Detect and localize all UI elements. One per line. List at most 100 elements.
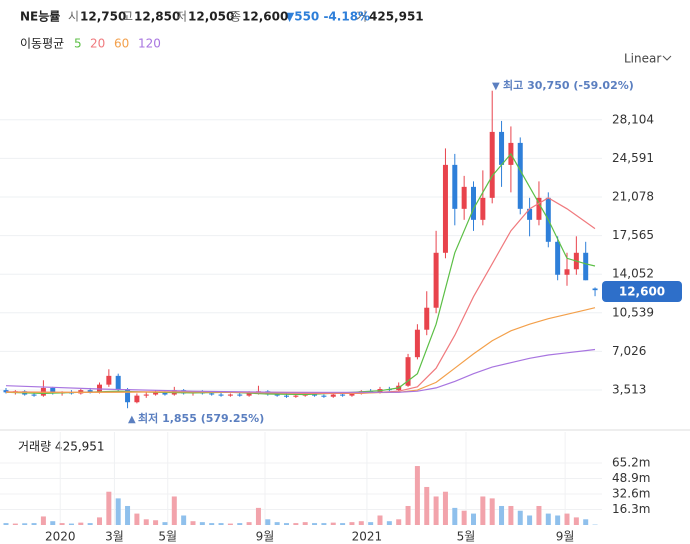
volume-bar — [442, 491, 448, 525]
candle-body — [330, 394, 336, 397]
candle-body — [517, 142, 523, 209]
volume-bar — [358, 521, 364, 525]
min-marker: ▲ — [128, 414, 136, 425]
volume-bar — [499, 505, 505, 525]
volume-bar — [508, 505, 514, 525]
volume-bar — [237, 523, 243, 525]
candle-body — [284, 395, 289, 397]
volume-bar — [302, 522, 308, 525]
candle-body — [227, 394, 233, 396]
ma-line — [5, 348, 596, 393]
header-label: 고 — [122, 10, 133, 24]
candle-body — [442, 164, 448, 253]
candle-body — [527, 208, 533, 220]
candle-body — [583, 252, 589, 281]
candle-body — [452, 164, 458, 209]
candle-body — [424, 307, 430, 330]
ma-legend: 60 — [114, 37, 129, 51]
x-tick-label: 3월 — [105, 530, 124, 544]
candle-body — [471, 186, 476, 220]
ma-line — [6, 307, 596, 394]
volume-bar — [31, 523, 37, 525]
y-tick-label: 17,565 — [612, 228, 654, 242]
y-tick-label: 10,539 — [612, 305, 654, 319]
candle-body — [209, 393, 215, 395]
volume-bar — [97, 517, 102, 525]
candle-body — [115, 375, 121, 390]
header-label: 종 — [230, 10, 241, 24]
x-tick-label: 5월 — [457, 530, 476, 544]
header-label: 시 — [68, 10, 79, 24]
candle-body — [555, 241, 561, 275]
x-tick-label: 2021 — [352, 530, 383, 544]
y2-tick-label: 16.3m — [612, 502, 650, 516]
scale-selector[interactable]: Linear — [624, 52, 661, 66]
volume-bar — [471, 513, 476, 525]
candle-body — [321, 395, 327, 397]
header-value: 12,600 — [242, 10, 288, 24]
volume-bar — [227, 523, 233, 525]
volume-bar — [22, 523, 28, 525]
candle-body — [125, 389, 131, 403]
min-annotation: 최저 1,855 (579.25%) — [138, 411, 264, 425]
volume-bar — [265, 519, 271, 525]
volume-bar — [125, 505, 131, 525]
volume-bar — [312, 523, 318, 525]
volume-bar — [218, 523, 224, 525]
volume-bar — [40, 516, 46, 525]
x-tick-label: 9월 — [556, 530, 575, 544]
volume-bar — [106, 491, 112, 525]
volume-bar — [59, 523, 65, 525]
candle-body — [461, 186, 467, 209]
candle-body — [489, 131, 495, 198]
candle-body — [50, 387, 56, 394]
volume-bar — [190, 521, 196, 525]
ma-label: 이동평균 — [20, 37, 64, 51]
candle-body — [499, 131, 505, 165]
volume-bar — [246, 522, 252, 525]
header-label: 저 — [176, 10, 187, 24]
volume-bar — [209, 523, 215, 525]
candle-body — [340, 394, 346, 396]
volume-title: 거래량 425,951 — [18, 440, 105, 454]
max-marker: ▼ — [492, 81, 500, 92]
volume-bar — [340, 523, 346, 525]
candle-body — [592, 288, 598, 291]
volume-bar — [536, 505, 542, 525]
volume-bar — [396, 519, 402, 525]
header-value: 12,750 — [80, 10, 126, 24]
volume-bar — [321, 523, 327, 525]
volume-bar — [274, 522, 280, 525]
candle-body — [312, 394, 318, 396]
candle-body — [134, 395, 140, 403]
volume-bar — [480, 496, 486, 525]
volume-bar — [78, 522, 84, 525]
volume-bar — [115, 498, 121, 525]
dropdown-arrow[interactable] — [662, 55, 672, 61]
volume-bar — [87, 523, 93, 525]
volume-bar — [349, 522, 355, 525]
volume-label: 거 — [356, 10, 367, 24]
candle-body — [414, 329, 420, 358]
stock-name: NE능률 — [20, 10, 60, 24]
candle-body — [293, 395, 299, 397]
candle-body — [153, 392, 159, 395]
volume-bar — [50, 521, 56, 525]
volume-bar — [255, 507, 261, 525]
candle-body — [536, 197, 542, 220]
candle-body — [237, 394, 243, 396]
y2-tick-label: 32.6m — [612, 487, 650, 501]
candle-body — [480, 197, 486, 220]
volume-bar — [583, 519, 589, 525]
ma-legend: 120 — [138, 37, 161, 51]
volume-bar — [377, 515, 383, 525]
volume-bar — [284, 523, 289, 525]
y-tick-label: 14,052 — [612, 267, 654, 281]
ma-legend: 5 — [74, 37, 82, 51]
volume-bar — [414, 466, 420, 525]
x-tick-label: 5월 — [158, 530, 177, 544]
volume-bar — [3, 523, 9, 525]
volume-bar — [461, 510, 467, 525]
volume-bar — [171, 496, 177, 525]
